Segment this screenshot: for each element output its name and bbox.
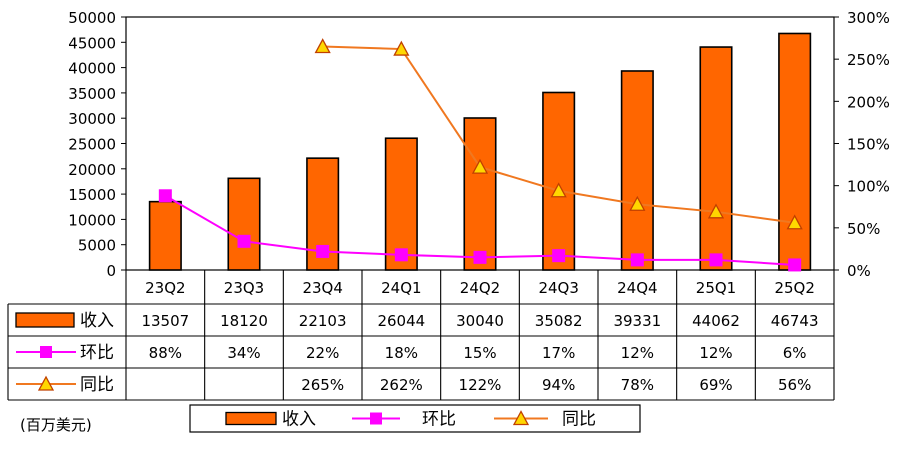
data-label: 44062 bbox=[692, 312, 740, 330]
mom-point bbox=[316, 244, 330, 258]
right-tick-label: 0% bbox=[847, 262, 871, 280]
data-label: 265% bbox=[301, 376, 344, 394]
yoy-point bbox=[393, 40, 410, 56]
left-tick-label: 45000 bbox=[68, 34, 116, 52]
data-label: 17% bbox=[542, 344, 575, 362]
yoy-point bbox=[314, 38, 331, 54]
data-label: 94% bbox=[542, 376, 575, 394]
data-label: 12% bbox=[699, 344, 732, 362]
yoy-point bbox=[550, 182, 567, 198]
mom-point bbox=[237, 234, 251, 248]
mom-point bbox=[473, 250, 487, 264]
category-label: 23Q3 bbox=[224, 279, 264, 297]
right-tick-label: 300% bbox=[847, 9, 890, 27]
left-tick-label: 40000 bbox=[68, 60, 116, 78]
right-tick-label: 50% bbox=[847, 220, 880, 238]
data-label: 56% bbox=[778, 376, 811, 394]
category-label: 24Q3 bbox=[538, 279, 578, 297]
left-axis: 0 5000 10000 15000 20000 25000 30000 35000 40000… bbox=[68, 9, 126, 280]
category-label: 24Q2 bbox=[460, 279, 500, 297]
data-label: 30040 bbox=[456, 312, 504, 330]
revenue-bar bbox=[542, 91, 576, 271]
left-tick-label: 20000 bbox=[68, 161, 116, 179]
yoy-point bbox=[629, 195, 646, 211]
mom-point bbox=[630, 253, 644, 267]
data-label: 26044 bbox=[377, 312, 425, 330]
data-table: 23Q2 23Q3 23Q4 24Q1 24Q2 24Q3 24Q4 25Q1 25Q2 1350… bbox=[7, 270, 835, 401]
unit-label: (百万美元) bbox=[20, 416, 92, 434]
category-label: 25Q1 bbox=[696, 279, 736, 297]
revenue-bar bbox=[699, 46, 733, 271]
data-label: 13507 bbox=[141, 312, 189, 330]
yoy-row-key-marker bbox=[37, 375, 55, 391]
legend: 收入 环比 同比 bbox=[189, 404, 641, 433]
mom-row-key-marker bbox=[40, 346, 52, 358]
data-label: 22% bbox=[306, 344, 339, 362]
left-tick-label: 15000 bbox=[68, 186, 116, 204]
data-label: 69% bbox=[699, 376, 732, 394]
left-tick-label: 0 bbox=[106, 262, 116, 280]
mom-point bbox=[788, 258, 802, 272]
category-label: 23Q4 bbox=[302, 279, 342, 297]
data-label: 18% bbox=[385, 344, 418, 362]
yoy-point bbox=[471, 158, 489, 174]
data-label: 78% bbox=[621, 376, 654, 394]
revenue-row-key bbox=[15, 312, 75, 328]
row-header: 收入 bbox=[80, 311, 114, 331]
data-label: 12% bbox=[621, 344, 654, 362]
mom-point bbox=[158, 189, 172, 203]
category-label: 24Q4 bbox=[617, 279, 657, 297]
right-axis: 0% 50% 100% 150% 200% 250% 300% bbox=[834, 9, 890, 280]
left-tick-label: 50000 bbox=[68, 9, 116, 27]
yoy-point bbox=[707, 203, 725, 219]
data-label: 46743 bbox=[771, 312, 819, 330]
right-tick-label: 150% bbox=[847, 136, 890, 154]
bars bbox=[148, 32, 812, 271]
legend-mom-marker bbox=[370, 412, 382, 425]
revenue-bar bbox=[227, 177, 261, 271]
revenue-bar bbox=[384, 137, 418, 271]
row-header: 同比 bbox=[80, 375, 114, 395]
legend-mom-label: 环比 bbox=[422, 410, 456, 430]
left-tick-label: 10000 bbox=[68, 211, 116, 229]
right-tick-label: 100% bbox=[847, 178, 890, 196]
data-label: 34% bbox=[227, 344, 260, 362]
legend-revenue-label: 收入 bbox=[282, 410, 316, 430]
mom-point bbox=[394, 248, 408, 262]
left-tick-label: 5000 bbox=[78, 237, 116, 255]
data-label: 39331 bbox=[613, 312, 661, 330]
data-label: 15% bbox=[463, 344, 496, 362]
data-label: 88% bbox=[149, 344, 182, 362]
mom-point bbox=[552, 249, 566, 263]
category-label: 23Q2 bbox=[145, 279, 185, 297]
row-header: 环比 bbox=[80, 343, 114, 363]
data-label: 6% bbox=[783, 344, 807, 362]
revenue-bar bbox=[148, 200, 182, 271]
category-label: 25Q2 bbox=[774, 279, 814, 297]
right-tick-label: 200% bbox=[847, 93, 890, 111]
category-label: 24Q1 bbox=[381, 279, 421, 297]
revenue-bar bbox=[620, 70, 654, 271]
data-label: 122% bbox=[459, 376, 502, 394]
right-tick-label: 250% bbox=[847, 51, 890, 69]
data-label: 18120 bbox=[220, 312, 268, 330]
legend-yoy-label: 同比 bbox=[562, 410, 596, 430]
legend-revenue-swatch bbox=[225, 411, 277, 426]
yoy-point bbox=[786, 214, 803, 230]
data-label: 35082 bbox=[535, 312, 583, 330]
data-label: 22103 bbox=[299, 312, 347, 330]
revenue-bar bbox=[463, 117, 497, 271]
left-tick-label: 25000 bbox=[68, 136, 116, 154]
left-tick-label: 30000 bbox=[68, 110, 116, 128]
lines bbox=[158, 38, 803, 272]
mom-point bbox=[709, 253, 723, 267]
legend-yoy-marker bbox=[512, 410, 530, 426]
left-tick-label: 35000 bbox=[68, 85, 116, 103]
revenue-bar bbox=[778, 32, 812, 271]
data-label: 262% bbox=[380, 376, 423, 394]
